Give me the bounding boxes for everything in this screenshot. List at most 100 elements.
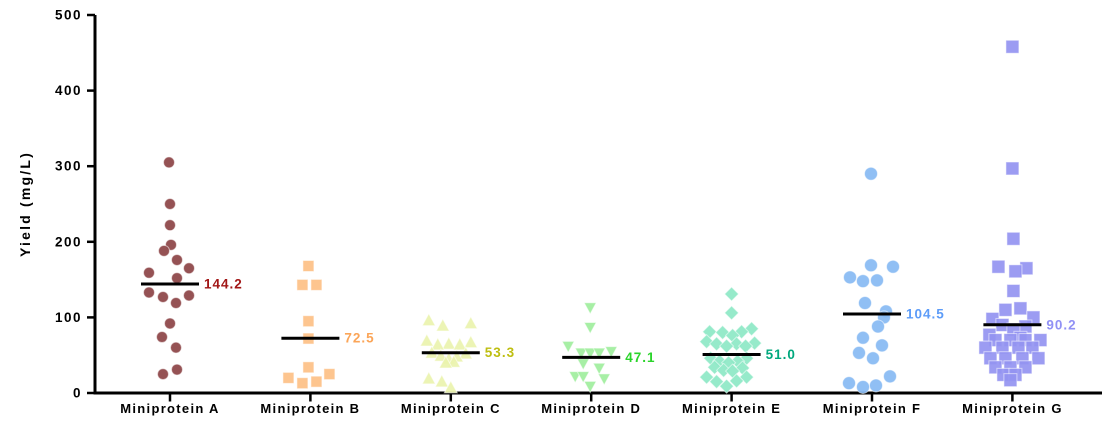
data-point (728, 373, 745, 389)
data-point (1008, 264, 1023, 279)
y-axis-title: Yield (mg/L) (17, 151, 33, 257)
data-point (871, 319, 885, 334)
labels-layer: 0 100 200 300 400 500 Miniprotein A 144.2 Minipr… (55, 8, 1076, 417)
data-point (858, 296, 872, 311)
data-point (434, 373, 450, 388)
axes (87, 13, 1102, 402)
y-tick-label: 500 (55, 8, 82, 23)
data-point (998, 302, 1013, 317)
group-label: Miniprotein A (120, 401, 219, 416)
mean-value-label: 51.0 (766, 347, 796, 362)
group-label: Miniprotein D (541, 401, 641, 416)
data-point (171, 363, 183, 376)
y-tick-label: 100 (55, 310, 82, 325)
mean-value-label: 90.2 (1046, 317, 1076, 332)
data-point (583, 380, 598, 394)
data-point (856, 379, 870, 394)
mean-value-label: 72.5 (344, 331, 374, 346)
data-point (302, 361, 315, 374)
data-point (163, 156, 175, 169)
data-point (1005, 161, 1020, 176)
data-point (1006, 231, 1021, 246)
group-label: Miniprotein F (823, 401, 922, 416)
data-point (574, 347, 589, 361)
data-point (183, 289, 195, 302)
data-point (157, 368, 169, 381)
data-point (157, 290, 169, 303)
data-point (421, 312, 437, 327)
data-point (158, 244, 170, 257)
data-point (698, 333, 715, 350)
data-point (583, 347, 598, 361)
data-point (170, 341, 182, 354)
data-point (883, 369, 897, 384)
data-point (143, 286, 155, 299)
data-point (164, 198, 176, 210)
data-point (604, 346, 619, 359)
group-label: Miniprotein G (962, 401, 1063, 416)
mean-value-label: 144.2 (204, 276, 243, 291)
data-point (723, 286, 740, 302)
data-point (852, 345, 866, 360)
data-point (438, 354, 454, 369)
data-point (718, 378, 735, 394)
data-point (576, 371, 591, 384)
data-point (171, 272, 183, 285)
data-point (463, 334, 479, 349)
data-point (991, 259, 1006, 274)
data-point (1006, 283, 1021, 298)
data-point (856, 330, 870, 345)
data-point (435, 317, 451, 332)
data-point (302, 315, 315, 328)
data-point (156, 331, 168, 344)
data-point (561, 340, 576, 354)
data-point (583, 302, 598, 315)
data-point (870, 273, 884, 288)
data-point (419, 333, 435, 347)
data-point (170, 297, 182, 310)
mean-value-label: 53.3 (485, 345, 515, 360)
group-label: Miniprotein C (401, 401, 501, 416)
data-point (864, 166, 878, 181)
data-point (421, 370, 437, 385)
data-point (875, 338, 889, 353)
data-point (310, 278, 323, 291)
data-point (576, 358, 591, 371)
data-point (433, 348, 449, 362)
data-point (597, 373, 612, 386)
data-point (723, 305, 740, 321)
y-tick-label: 300 (55, 159, 82, 174)
data-point (1031, 351, 1046, 366)
y-tick-label: 400 (55, 83, 82, 98)
data-point (441, 336, 457, 350)
data-point (164, 219, 176, 232)
group-label: Miniprotein E (682, 401, 781, 416)
group-label: Miniprotein B (260, 401, 360, 416)
data-point (583, 321, 598, 335)
data-point (430, 336, 446, 351)
data-point (310, 375, 323, 388)
data-point (463, 315, 479, 330)
y-tick-label: 0 (73, 386, 82, 401)
data-point (171, 253, 183, 266)
data-points-layer (143, 39, 1048, 394)
data-point (886, 259, 900, 274)
y-tick-label: 200 (55, 234, 82, 249)
data-point (856, 274, 870, 289)
data-point (708, 336, 725, 352)
data-point (1005, 39, 1020, 54)
data-point (1013, 301, 1028, 316)
data-point (443, 379, 459, 394)
data-point (842, 376, 856, 391)
data-point (143, 266, 155, 279)
mean-lines-layer (141, 282, 1042, 359)
data-point (452, 336, 468, 351)
data-point (296, 377, 309, 390)
data-point (183, 262, 195, 275)
data-point (592, 347, 607, 361)
data-point (869, 378, 883, 393)
data-point (164, 317, 176, 330)
data-point (1003, 373, 1018, 388)
